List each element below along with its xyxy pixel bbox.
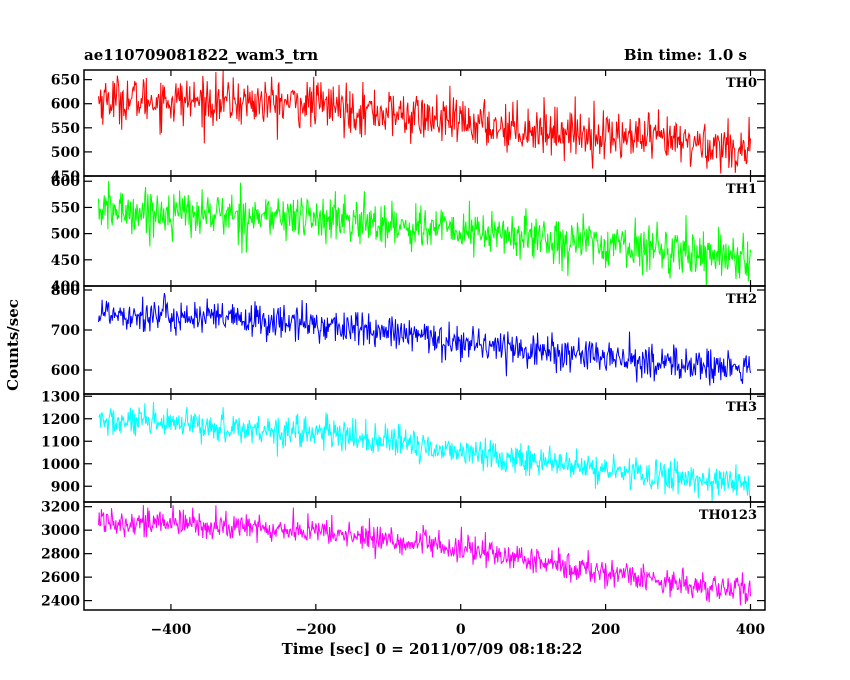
y-tick-label: 2600 xyxy=(41,570,80,586)
panel-label: TH3 xyxy=(726,400,757,415)
y-tick-label: 550 xyxy=(51,121,80,137)
series-line-th0123 xyxy=(98,505,751,606)
panel-label: TH0 xyxy=(726,76,757,91)
panel-th0: 450 500 550 600 650 TH0 xyxy=(51,69,766,185)
panel-th1: 400 450 500 550 600 TH1 xyxy=(51,174,766,295)
y-tick-label: 650 xyxy=(51,73,80,89)
y-tick-label: 600 xyxy=(51,363,80,379)
panel-th3: 900 1000 1100 1200 1300 TH3 xyxy=(41,389,766,503)
panel-label: TH2 xyxy=(726,292,757,307)
y-tick-label: 600 xyxy=(51,97,80,113)
y-tick-label: 800 xyxy=(51,283,80,299)
y-tick-label: 900 xyxy=(51,479,80,495)
y-tick-label: 450 xyxy=(51,253,80,269)
panel-frame xyxy=(83,501,766,611)
y-tick-label: 2400 xyxy=(41,594,80,610)
y-tick-label: 600 xyxy=(51,174,80,190)
panel-th2: 600 700 800 TH2 xyxy=(51,283,766,395)
y-tick-label: 3000 xyxy=(41,523,80,539)
x-tick-label: 400 xyxy=(736,622,765,638)
panels-group: 450 500 550 600 650 TH0 400 450 500 550 600 TH1 600 7… xyxy=(41,69,766,611)
y-tick-label: 550 xyxy=(51,200,80,216)
y-axis-label: Counts/sec xyxy=(4,299,22,391)
y-tick-label: 1200 xyxy=(41,412,80,428)
x-tick-label: −200 xyxy=(295,622,336,638)
x-tick-label: −400 xyxy=(150,622,191,638)
bin-time-label: Bin time: 1.0 s xyxy=(624,46,747,64)
y-tick-label: 1300 xyxy=(41,389,80,405)
y-tick-label: 1100 xyxy=(41,434,80,450)
x-axis-label: Time [sec] 0 = 2011/07/09 08:18:22 xyxy=(282,640,583,658)
y-tick-label: 2800 xyxy=(41,547,80,563)
series-line-th3 xyxy=(98,401,751,502)
x-axis: −400 −200 0 200 400 xyxy=(150,622,765,638)
series-line-th0 xyxy=(98,70,751,174)
chart-title: ae110709081822_wam3_trn xyxy=(84,46,318,64)
x-tick-label: 0 xyxy=(456,622,466,638)
panel-th0123: 2400 2600 2800 3000 3200 TH0123 xyxy=(41,500,766,611)
panel-label: TH0123 xyxy=(699,508,757,523)
y-tick-label: 500 xyxy=(51,145,80,161)
panel-label: TH1 xyxy=(726,182,757,197)
series-line-th1 xyxy=(98,180,751,286)
panel-frame xyxy=(83,285,766,395)
panel-frame xyxy=(83,175,766,287)
y-tick-label: 400 xyxy=(51,279,80,295)
series-line-th2 xyxy=(98,292,751,386)
y-tick-label: 1000 xyxy=(41,457,80,473)
x-tick-label: 200 xyxy=(591,622,620,638)
y-tick-label: 450 xyxy=(51,169,80,185)
y-tick-label: 700 xyxy=(51,323,80,339)
y-tick-label: 500 xyxy=(51,227,80,243)
y-tick-label: 3200 xyxy=(41,500,80,516)
